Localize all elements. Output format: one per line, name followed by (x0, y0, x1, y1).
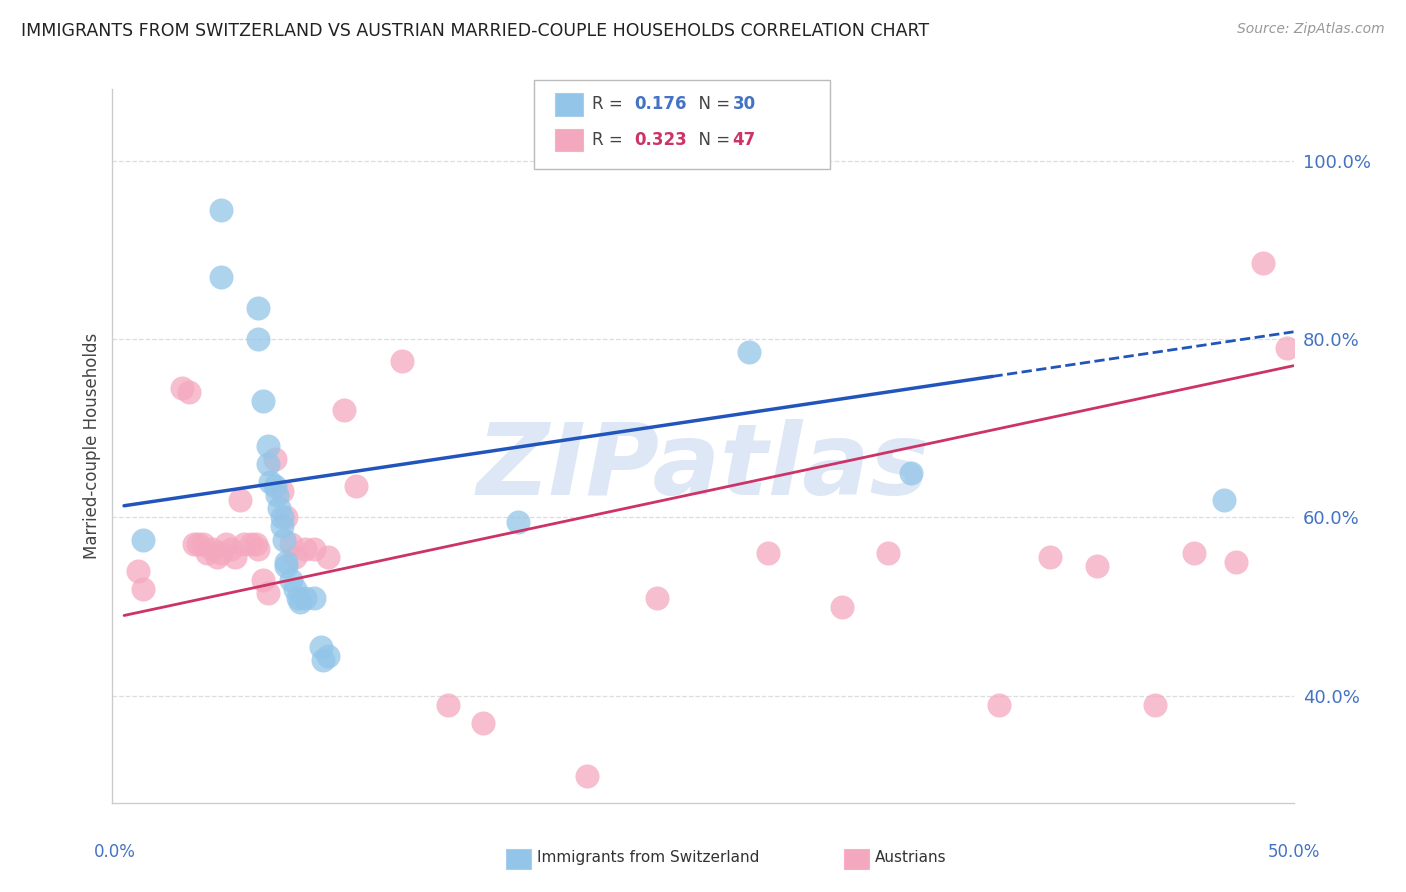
Point (201, 541, 224, 556)
Text: IMMIGRANTS FROM SWITZERLAND VS AUSTRIAN MARRIED-COUPLE HOUSEHOLDS CORRELATION CH: IMMIGRANTS FROM SWITZERLAND VS AUSTRIAN … (21, 22, 929, 40)
Point (269, 501, 291, 516)
Point (302, 591, 325, 605)
Point (1253, 256, 1275, 270)
Point (259, 475, 281, 489)
Text: 0.323: 0.323 (634, 131, 688, 149)
Point (333, 403, 356, 417)
Point (256, 457, 278, 471)
Point (900, 466, 922, 480)
Point (245, 537, 267, 551)
Point (209, 269, 232, 284)
Point (294, 541, 316, 556)
Point (506, 515, 529, 529)
Point (276, 555, 298, 569)
Point (177, 385, 200, 400)
Point (191, 537, 214, 551)
Text: 50.0%: 50.0% (1267, 843, 1320, 861)
Text: N =: N = (688, 131, 735, 149)
Point (391, 354, 413, 368)
Point (224, 550, 246, 565)
Point (988, 698, 1011, 712)
Point (170, 381, 193, 395)
Point (256, 586, 278, 600)
Y-axis label: Married-couple Households: Married-couple Households (83, 333, 101, 559)
Point (270, 510, 292, 524)
Point (472, 715, 495, 730)
Point (266, 488, 288, 502)
Text: R =: R = (592, 131, 628, 149)
Point (1143, 698, 1166, 712)
Point (209, 546, 232, 560)
Point (437, 698, 460, 712)
Point (273, 533, 295, 547)
Point (1039, 550, 1062, 565)
Point (576, 769, 599, 783)
Point (738, 345, 761, 359)
Text: 30: 30 (733, 95, 755, 113)
Text: ZIPatlas: ZIPatlas (477, 419, 929, 516)
Point (247, 301, 270, 315)
Point (209, 202, 232, 217)
Point (219, 541, 242, 556)
Point (287, 591, 309, 605)
Point (284, 582, 307, 596)
Point (280, 537, 302, 551)
Point (187, 537, 209, 551)
Point (877, 546, 900, 560)
Point (197, 546, 219, 560)
Point (229, 492, 252, 507)
Point (1182, 546, 1205, 560)
Text: 47: 47 (733, 131, 756, 149)
Text: Austrians: Austrians (875, 850, 946, 864)
Point (316, 648, 339, 663)
Point (247, 332, 270, 346)
Point (270, 519, 292, 533)
Text: 0.176: 0.176 (634, 95, 686, 113)
Point (131, 582, 153, 596)
Point (263, 452, 285, 467)
Point (205, 550, 228, 565)
Point (252, 394, 274, 409)
Point (344, 479, 367, 493)
Point (1225, 555, 1247, 569)
Point (183, 537, 205, 551)
Point (294, 591, 316, 605)
Point (270, 483, 292, 498)
Point (131, 533, 153, 547)
Point (756, 546, 779, 560)
Point (316, 550, 339, 565)
Point (127, 564, 149, 578)
Point (309, 640, 332, 654)
Point (1213, 492, 1236, 507)
Point (1085, 559, 1108, 574)
Point (831, 599, 853, 614)
Text: Immigrants from Switzerland: Immigrants from Switzerland (537, 850, 759, 864)
Text: N =: N = (688, 95, 735, 113)
Point (1275, 341, 1298, 355)
Text: 0.0%: 0.0% (94, 843, 136, 861)
Point (312, 653, 335, 667)
Point (233, 537, 256, 551)
Point (240, 537, 263, 551)
Point (276, 559, 298, 574)
Point (263, 479, 285, 493)
Point (288, 595, 311, 609)
Point (284, 550, 307, 565)
Point (215, 537, 238, 551)
Text: R =: R = (592, 95, 628, 113)
Point (276, 510, 298, 524)
Point (280, 573, 302, 587)
Point (256, 439, 278, 453)
Point (247, 541, 270, 556)
Point (252, 573, 274, 587)
Point (645, 591, 668, 605)
Point (302, 541, 325, 556)
Text: Source: ZipAtlas.com: Source: ZipAtlas.com (1237, 22, 1385, 37)
